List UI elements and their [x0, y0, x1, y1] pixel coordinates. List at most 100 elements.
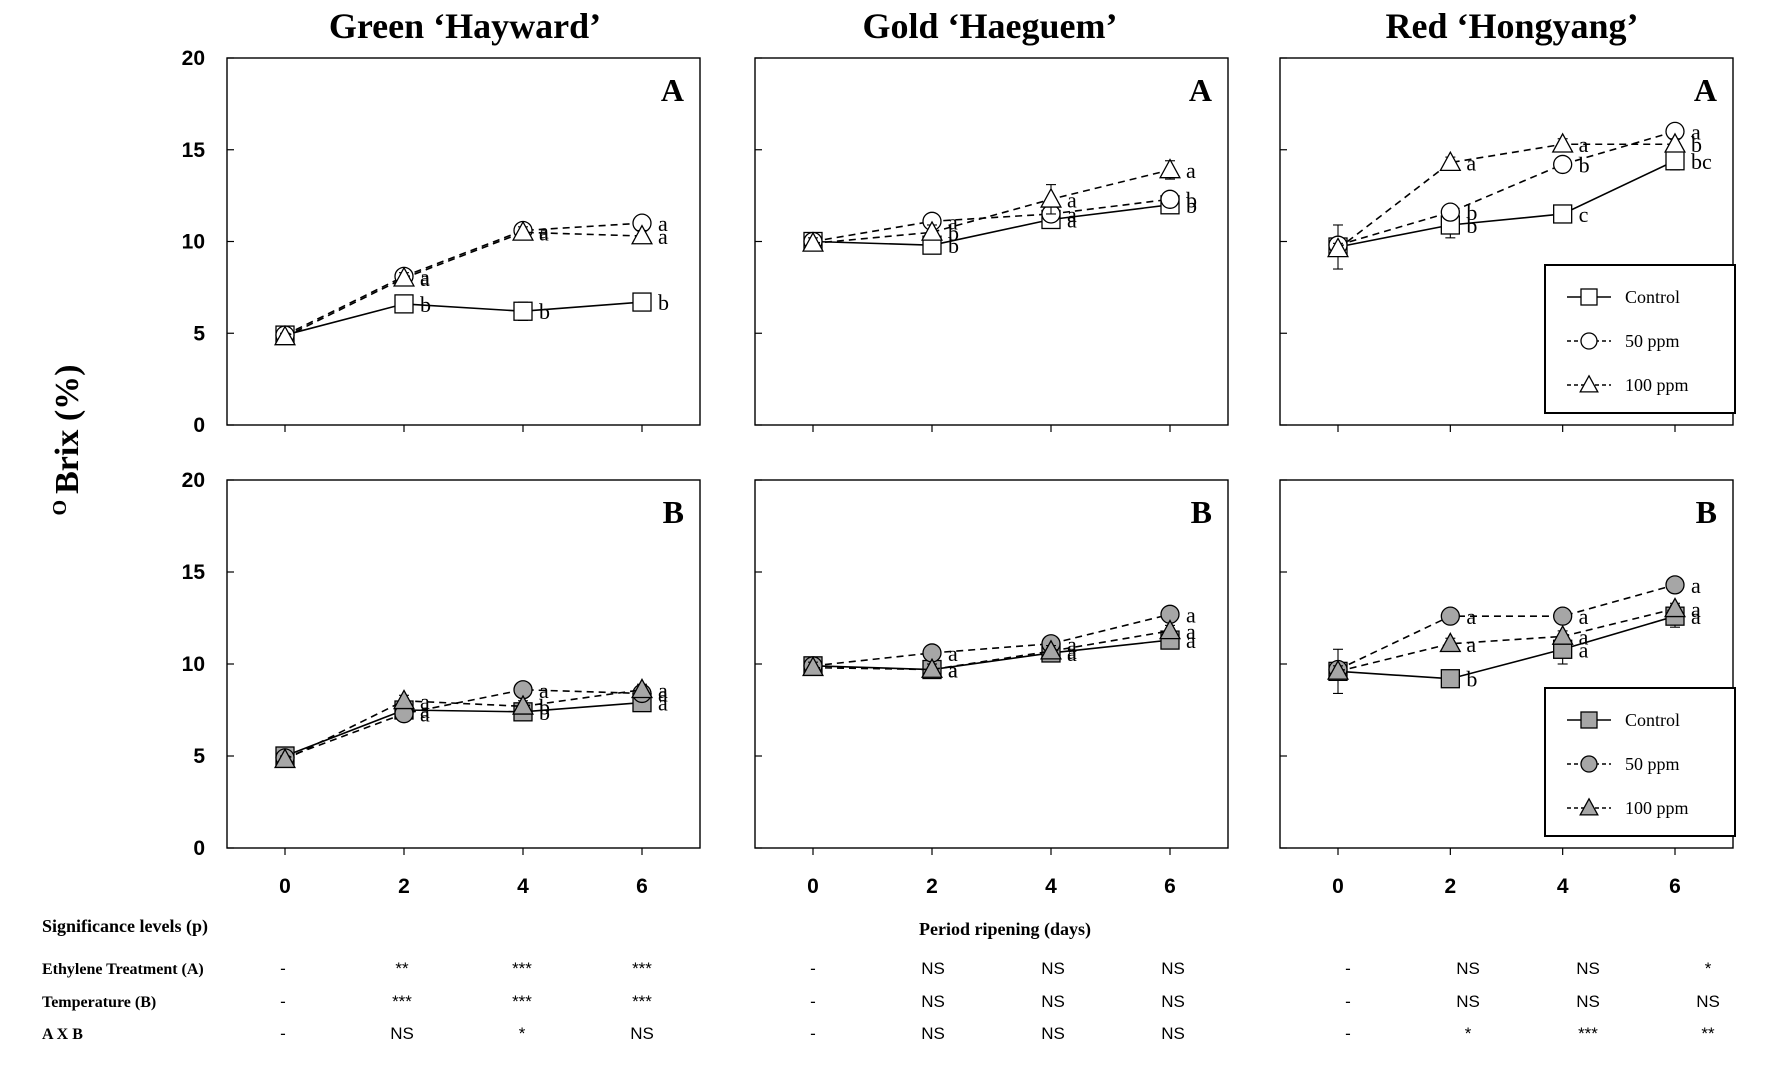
significance-letter: b [1466, 213, 1477, 238]
significance-letter: a [1691, 573, 1701, 598]
marker-square [1553, 204, 1573, 224]
significance-letter: a [658, 211, 668, 236]
x-tick-label: 4 [1045, 875, 1057, 898]
legend-item: Control [1567, 710, 1680, 730]
significance-letter: a [948, 209, 958, 234]
x-tick-label: 6 [1669, 875, 1681, 898]
x-tick-label: 2 [398, 875, 410, 898]
y-axis-label: O Brix (%) [49, 365, 86, 516]
significance-cell: *** [512, 959, 532, 978]
significance-letter: a [658, 678, 668, 703]
significance-cell: - [280, 959, 286, 978]
significance-letter: a [658, 681, 668, 706]
significance-cell: *** [632, 992, 652, 1011]
series-line [284, 688, 643, 761]
significance-letter: a [1067, 207, 1077, 232]
significance-letter: a [658, 224, 668, 249]
significance-cell: *** [1578, 1024, 1598, 1043]
significance-cell: - [280, 1024, 286, 1043]
significance-cell: NS [1456, 992, 1480, 1011]
significance-cell: NS [1696, 992, 1720, 1011]
significance-cell: NS [1576, 959, 1600, 978]
significance-letter: b [539, 700, 550, 725]
significance-cell: - [280, 992, 286, 1011]
significance-cell: NS [1576, 992, 1600, 1011]
legend: Control 50 ppm 100 ppm [1544, 687, 1736, 837]
marker-triangle [1439, 632, 1462, 653]
series-circle: a ab [803, 187, 1197, 252]
marker-triangle [802, 231, 824, 252]
x-tick-label: 2 [926, 875, 938, 898]
marker-triangle [631, 678, 653, 699]
significance-letter: b [948, 220, 959, 245]
significance-cell: ** [1701, 1024, 1715, 1043]
significance-cell: NS [1161, 1024, 1185, 1043]
series-line [812, 198, 1171, 243]
significance-cell: NS [1041, 992, 1065, 1011]
significance-letter: b [539, 299, 550, 324]
significance-cell: NS [1041, 959, 1065, 978]
significance-cell: *** [512, 992, 532, 1011]
significance-letter: a [1186, 628, 1196, 653]
significance-letter: b [1186, 187, 1197, 212]
series-line [812, 613, 1171, 667]
marker-triangle [1327, 237, 1349, 258]
significance-letter: b [948, 233, 959, 258]
y-axis-label-text: Brix (%) [49, 365, 86, 494]
significance-letter: bc [1691, 149, 1712, 174]
significance-row: A X B - NS * NS - NS NS NS - * *** ** [42, 1024, 1715, 1043]
legend-label: Control [1625, 287, 1680, 307]
marker-square [394, 294, 414, 314]
significance-cell: * [1705, 959, 1712, 978]
legend: Control 50 ppm 100 ppm [1544, 264, 1736, 414]
significance-cell: *** [392, 992, 412, 1011]
y-tick-label: 10 [182, 653, 205, 676]
significance-letter: a [539, 678, 549, 703]
marker-triangle [512, 220, 534, 241]
legend-label: Control [1625, 710, 1680, 730]
marker-circle [1160, 189, 1180, 209]
marker-triangle [1551, 624, 1574, 645]
significance-cell: ** [395, 959, 409, 978]
significance-letter: a [420, 702, 430, 727]
column-title: Gold ‘Haeguem’ [863, 6, 1118, 46]
significance-row-label: Temperature (B) [42, 994, 156, 1011]
significance-letter: a [420, 689, 430, 714]
significance-letter: a [948, 641, 958, 666]
x-tick-label: 4 [1557, 875, 1569, 898]
significance-cell: NS [1456, 959, 1480, 978]
significance-cell: *** [632, 959, 652, 978]
significance-letter: b [1579, 152, 1590, 177]
legend-item: 100 ppm [1567, 374, 1689, 395]
marker-square [1580, 288, 1598, 306]
panel-tag: B [1191, 494, 1212, 530]
significance-row: Ethylene Treatment (A) - ** *** *** - NS NS NS - N… [42, 959, 1712, 978]
significance-letter: a [1186, 158, 1196, 183]
significance-letter: c [1579, 202, 1589, 227]
marker-circle [1580, 332, 1598, 350]
marker-triangle [1327, 659, 1349, 680]
y-tick-label: 10 [182, 231, 205, 254]
significance-letter: a [420, 264, 430, 289]
legend-label: 50 ppm [1625, 331, 1680, 351]
significance-letter: a [1579, 132, 1589, 157]
marker-triangle [921, 220, 943, 241]
plot-frame [226, 57, 701, 426]
marker-square [1440, 669, 1460, 689]
marker-square [513, 301, 533, 321]
x-axis-label: Period ripening (days) [919, 919, 1091, 940]
marker-triangle [393, 266, 415, 287]
x-tick-label: 2 [1444, 875, 1456, 898]
significance-cell: * [1465, 1024, 1472, 1043]
series-line [284, 231, 643, 338]
legend-label: 50 ppm [1625, 754, 1680, 774]
marker-square [1580, 711, 1598, 729]
marker-square [632, 292, 652, 312]
x-tick-label: 0 [807, 875, 819, 898]
marker-triangle [802, 655, 824, 677]
significance-letter: b [1186, 193, 1197, 218]
panel-tag: A [661, 72, 684, 108]
